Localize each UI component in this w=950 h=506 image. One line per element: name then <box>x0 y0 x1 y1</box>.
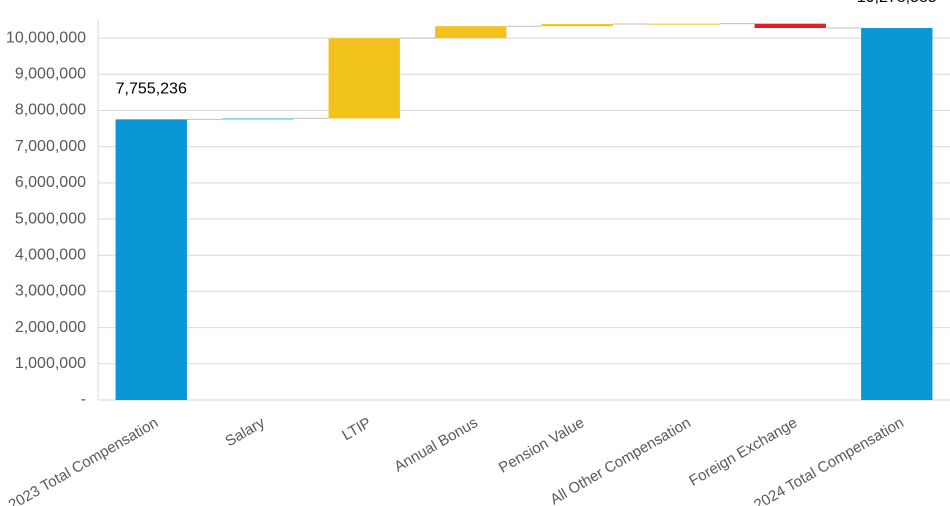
y-tick-label: 1,000,000 <box>15 355 86 372</box>
x-tick-label: 2023 Total Compensation <box>6 414 162 506</box>
bar <box>328 38 400 119</box>
y-tick-label: 7,000,000 <box>15 138 86 155</box>
x-tick-label: Annual Bonus <box>391 414 480 475</box>
x-tick-label: LTIP <box>339 414 374 444</box>
bar <box>435 26 507 39</box>
y-tick-label: 3,000,000 <box>15 283 86 300</box>
y-tick-label: 8,000,000 <box>15 102 86 119</box>
y-tick-label: 6,000,000 <box>15 174 86 191</box>
bar <box>115 119 187 400</box>
y-tick-label: 5,000,000 <box>15 210 86 227</box>
bar <box>648 23 720 25</box>
x-tick-label: Foreign Exchange <box>686 414 800 490</box>
y-tick-label: 10,000,000 <box>6 29 86 46</box>
y-tick-label: 9,000,000 <box>15 66 86 83</box>
x-tick-label: Pension Value <box>496 414 587 477</box>
y-tick-label: 4,000,000 <box>15 246 86 263</box>
x-tick-label: Salary <box>222 414 268 450</box>
value-label: 10,278,585 <box>857 0 937 6</box>
bar <box>754 23 826 29</box>
bar <box>861 28 933 400</box>
value-label: 7,755,236 <box>116 81 187 98</box>
y-tick-label: - <box>81 391 86 408</box>
bar <box>541 24 613 27</box>
y-tick-label: 2,000,000 <box>15 319 86 336</box>
bar <box>222 118 294 120</box>
